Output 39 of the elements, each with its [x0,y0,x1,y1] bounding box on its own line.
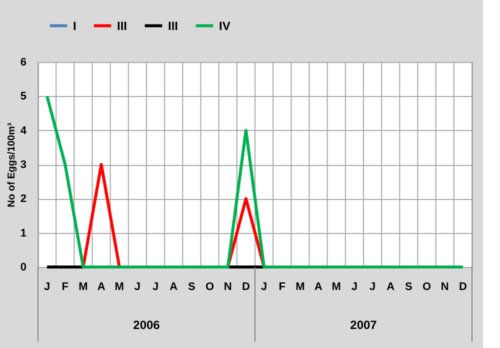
x-tick-label: M [296,281,305,293]
x-tick-label: M [332,281,341,293]
x-tick-label: O [422,281,432,293]
x-tick-label: J [44,281,50,293]
y-tick-label: 1 [20,227,26,240]
y-tick-label: 0 [20,262,26,274]
x-tick-label: J [260,281,268,293]
x-tick-label: S [188,281,196,293]
x-tick-label: J [152,281,159,293]
y-tick-label: 4 [20,124,28,137]
x-tick-label: N [224,281,232,293]
x-tick-label: A [314,281,322,293]
legend-label: IV [219,18,230,33]
text: 2006 [133,318,160,332]
y-tick-label: 2 [20,193,26,206]
legend-label: I [73,18,76,33]
y-tick-label: 3 [20,159,26,171]
x-tick-label: J [351,281,358,293]
x-tick-label: A [386,281,395,293]
legend-label: III [168,18,178,33]
x-tick-label: A [97,281,106,293]
y-axis-title: No of Eggs/100m³ [6,122,18,208]
legend-label: III [117,18,128,33]
x-tick-label: A [170,281,178,293]
line-series [46,94,464,268]
x-tick-label: N [440,281,449,293]
x-tick-label: M [78,281,88,293]
y-tick-label: 5 [20,90,26,103]
x-tick-label: D [458,281,467,293]
y-tick-label: 6 [20,56,26,68]
x-tick-label: S [405,281,412,293]
x-tick-label: M [114,281,124,293]
x-tick-label: J [369,281,376,293]
text: 2007 [350,318,378,332]
x-tick-label: D [242,281,250,293]
x-tick-label: F [278,281,286,293]
x-tick-label: J [134,281,141,293]
x-tick-label: F [62,281,69,293]
x-tick-label: O [206,281,215,293]
